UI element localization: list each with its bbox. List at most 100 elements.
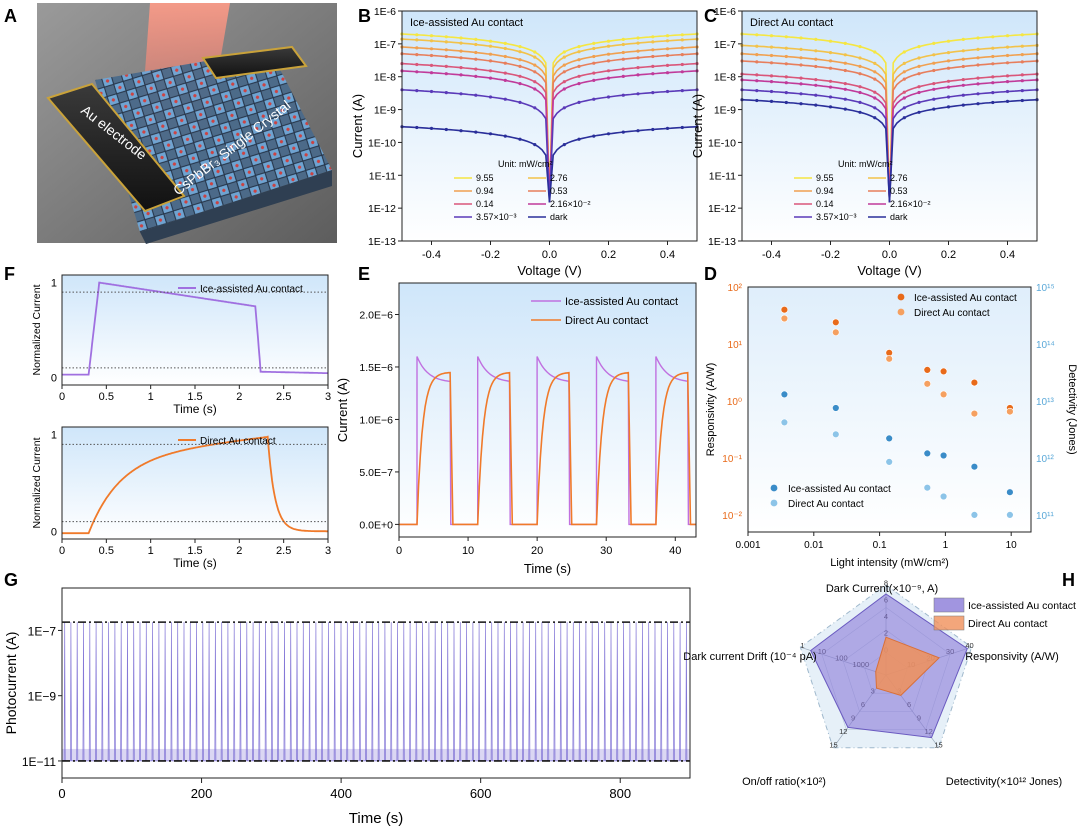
- x-axis-label: Light intensity (mW/cm²): [830, 557, 949, 569]
- x-tick-label: -0.4: [422, 249, 441, 261]
- iv-point: [665, 47, 670, 51]
- iv-point: [606, 76, 611, 80]
- legend-label: Direct Au contact: [565, 315, 648, 327]
- iv-point: [828, 39, 833, 43]
- plot-area: [399, 283, 696, 537]
- iv-point: [946, 59, 951, 63]
- iv-point: [562, 70, 566, 74]
- iv-point: [828, 85, 833, 89]
- iv-point: [503, 134, 507, 138]
- iv-point: [459, 49, 463, 53]
- y-tick-label: 1E-13: [708, 236, 736, 248]
- iv-point: [636, 66, 640, 70]
- iv-point: [592, 97, 596, 101]
- iv-point: [769, 80, 774, 84]
- x-axis-label: Voltage (V): [517, 263, 581, 278]
- iv-point: [503, 61, 507, 65]
- baseline-band: [62, 748, 690, 761]
- iv-point: [961, 49, 965, 53]
- chart-response-direct: 0 0.5 1 1.5 2 2.5 3 0 1 Direct Au contact Time (s)…: [31, 426, 331, 570]
- y-tick-label: 1E-11: [709, 170, 736, 182]
- scatter-point-s1: [780, 314, 789, 323]
- iv-point: [474, 74, 478, 78]
- scatter-point-s0: [832, 318, 840, 326]
- iv-point: [932, 97, 936, 101]
- x-tick-label: 10: [462, 545, 474, 557]
- iv-point: [902, 50, 906, 54]
- legend-label: 9.55: [476, 173, 494, 183]
- iv-point: [873, 96, 877, 100]
- iv-point: [814, 93, 818, 97]
- radar-tick-label: 15: [934, 740, 942, 749]
- iv-point: [873, 70, 877, 74]
- iv-point: [976, 76, 980, 80]
- iv-point: [577, 64, 581, 68]
- iv-point: [444, 40, 448, 44]
- iv-point: [474, 93, 478, 97]
- iv-point: [606, 59, 611, 63]
- iv-point: [474, 130, 478, 134]
- scatter-point-s1: [885, 355, 893, 363]
- iv-point: [518, 82, 522, 86]
- iv-point: [606, 39, 611, 43]
- y-tick-label: 1E-6: [714, 6, 736, 18]
- y-tick-label: 1E-11: [369, 170, 396, 182]
- iv-point: [488, 69, 493, 73]
- y-axis-label: Responsivity (A/W): [705, 363, 717, 457]
- iv-point: [592, 41, 596, 46]
- legend-label: 2.16×10⁻²: [890, 199, 931, 209]
- legend-label: Direct Au contact: [200, 436, 276, 447]
- iv-point: [592, 134, 596, 138]
- iv-point: [755, 79, 759, 83]
- chart-radar-comparison: 0246810203040369121536912151000100101Dar…: [683, 579, 1076, 788]
- legend-label: dark: [890, 212, 908, 222]
- iv-point: [976, 102, 980, 106]
- iv-point: [444, 91, 448, 95]
- iv-point: [429, 39, 434, 43]
- iv-point: [755, 33, 759, 37]
- y-tick-label: 1E-10: [368, 137, 396, 149]
- iv-point: [799, 102, 803, 106]
- iv-point: [799, 82, 803, 86]
- iv-point: [1005, 89, 1010, 94]
- iv-point: [415, 33, 419, 37]
- iv-point: [429, 126, 434, 130]
- iv-point: [961, 93, 965, 97]
- chart-iv-ice-assisted: -0.4 -0.2 0.0 0.2 0.4 1E-13 1E-12 1E-11 1E-10 1E-…: [350, 6, 699, 278]
- iv-point: [577, 45, 581, 49]
- y-tick-label: 1E−7: [28, 624, 57, 638]
- plot-area: [748, 287, 1031, 532]
- iv-point: [636, 73, 640, 77]
- x-tick-label: 0.4: [1000, 249, 1015, 261]
- iv-point: [444, 35, 448, 39]
- legend-title: Unit: mW/cm²: [838, 159, 893, 169]
- scatter-point-s2: [970, 463, 979, 471]
- iv-point: [533, 70, 537, 74]
- x-tick-label: 20: [531, 545, 543, 557]
- iv-point: [843, 97, 847, 101]
- iv-point: [858, 100, 862, 104]
- iv-point: [961, 64, 965, 69]
- iv-point: [946, 105, 951, 109]
- scatter-point-s2: [885, 434, 893, 443]
- chart-response-ice-assisted: 0 0.5 1 1.5 2 2.5 3 0 1 Ice-assisted Au contact Ti…: [31, 274, 331, 416]
- radar-tick-label: 15: [829, 740, 837, 749]
- y-axis-label: Current (A): [335, 378, 350, 442]
- y-tick-label: 1E-6: [374, 6, 396, 18]
- iv-point: [814, 49, 818, 53]
- iv-point: [976, 92, 980, 96]
- crystal-edge: [140, 170, 332, 244]
- iv-point: [784, 100, 788, 105]
- y-tick-label: 1: [51, 430, 57, 442]
- iv-point: [858, 72, 862, 76]
- iv-curve-7: [401, 125, 698, 203]
- iv-point: [488, 95, 493, 99]
- iv-point: [932, 41, 936, 46]
- iv-point: [651, 72, 655, 76]
- legend-label: 0.53: [550, 186, 568, 196]
- iv-point: [444, 127, 448, 132]
- au-electrode-left: [46, 82, 186, 213]
- iv-point: [843, 107, 847, 111]
- x-tick-label: 0: [58, 786, 65, 801]
- iv-point: [828, 59, 833, 63]
